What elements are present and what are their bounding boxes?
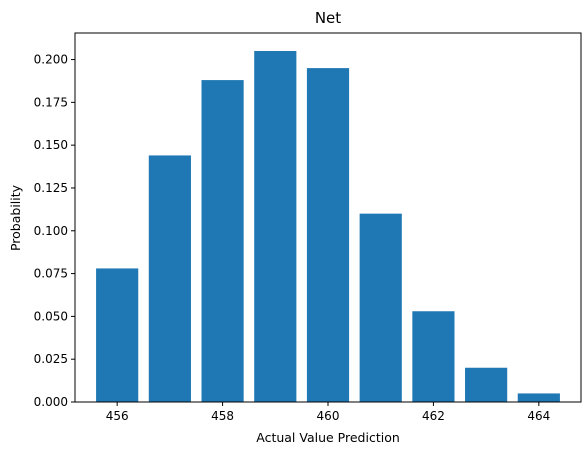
bar-459 [254, 50, 297, 402]
bar-462 [412, 311, 455, 402]
x-tick-label: 458 [211, 409, 234, 423]
chart-title: Net [315, 9, 341, 27]
bar-457 [148, 155, 191, 402]
y-tick-label: 0.100 [34, 224, 68, 238]
y-tick-label: 0.150 [34, 138, 68, 152]
x-tick-label: 460 [317, 409, 340, 423]
y-tick-label: 0.175 [34, 95, 68, 109]
y-tick-label: 0.000 [34, 395, 68, 409]
y-tick-label: 0.200 [34, 53, 68, 67]
bar-456 [96, 268, 139, 402]
y-tick-label: 0.025 [34, 352, 68, 366]
y-tick-label: 0.075 [34, 267, 68, 281]
y-axis-ticks: 0.000 0.025 0.050 0.075 0.100 0.125 0.150 0.175… [34, 53, 75, 409]
bar-458 [201, 80, 244, 402]
bar-461 [359, 213, 402, 402]
x-tick-label: 464 [527, 409, 550, 423]
bar-460 [306, 68, 350, 402]
y-axis-label: Probability [8, 184, 23, 251]
bar-464 [517, 393, 560, 402]
bar-463 [465, 367, 508, 402]
x-axis-ticks: 456 458 460 462 464 [106, 402, 550, 423]
bars-group [96, 50, 560, 402]
x-axis-label: Actual Value Prediction [256, 430, 400, 445]
y-tick-label: 0.050 [34, 309, 68, 323]
x-tick-label: 462 [422, 409, 445, 423]
x-tick-label: 456 [106, 409, 129, 423]
y-tick-label: 0.125 [34, 181, 68, 195]
plot-frame [74, 32, 582, 403]
